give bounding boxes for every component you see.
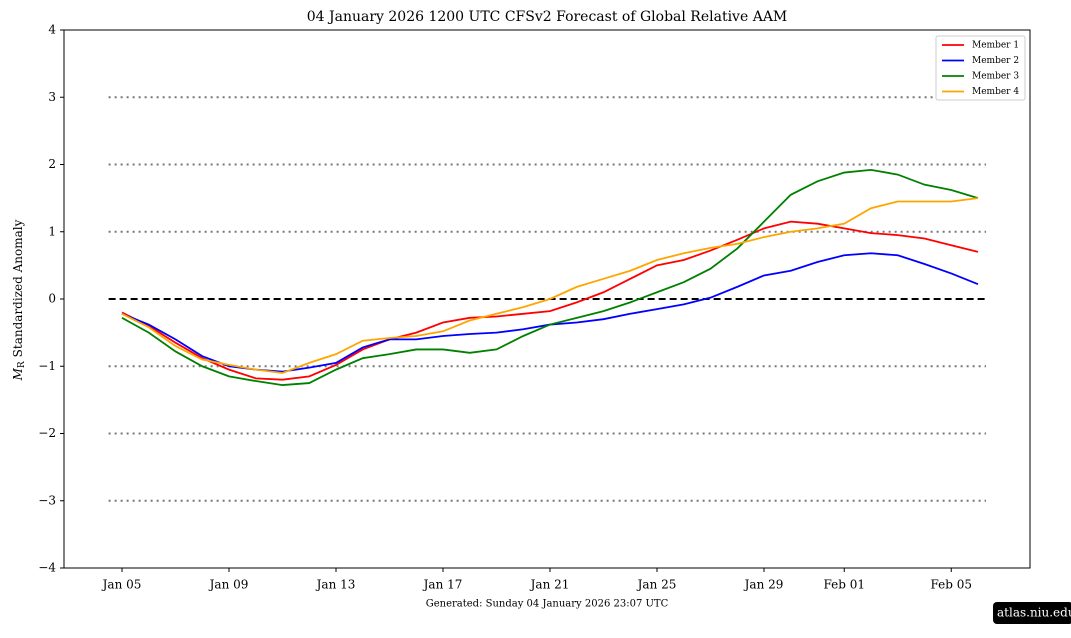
footer: Generated: Sunday 04 January 2026 23:07 … [426, 599, 669, 610]
legend-label: Member 1 [972, 41, 1019, 51]
x-tick-label: Jan 13 [315, 578, 356, 592]
y-tick-label: −1 [38, 359, 56, 373]
legend-label: Member 2 [972, 56, 1019, 66]
y-tick-label: −2 [38, 426, 56, 440]
legend-label: Member 3 [972, 72, 1019, 82]
y-tick-label: 4 [48, 23, 56, 37]
y-label-text: Standardized Anomaly [11, 219, 25, 357]
y-label-symbol: M [11, 367, 25, 381]
y-tick-label: 0 [48, 292, 56, 306]
watermark: atlas.niu.edu [997, 606, 1071, 620]
legend-box [935, 35, 1026, 101]
x-tick-label: Jan 29 [743, 578, 784, 592]
series-line [121, 252, 979, 373]
y-tick-label: 2 [48, 157, 56, 171]
x-tick-label: Jan 21 [529, 578, 570, 592]
chart-title: 04 January 2026 1200 UTC CFSv2 Forecast … [307, 9, 788, 25]
y-tick-label: −4 [38, 561, 56, 575]
y-axis-label: MR Standardized Anomaly [11, 219, 27, 381]
y-label-subscript: R [17, 361, 27, 368]
x-tick-label: Jan 09 [208, 578, 249, 592]
x-tick-label: Feb 05 [930, 578, 972, 592]
y-tick-label: 3 [48, 90, 56, 104]
y-tick-label: −3 [38, 493, 56, 507]
legend-label: Member 4 [972, 87, 1019, 97]
watermark-box [993, 602, 1071, 624]
x-tick-label: Feb 01 [823, 578, 865, 592]
x-tick-label: Jan 25 [636, 578, 677, 592]
series-line [121, 220, 979, 381]
y-tick-label: 1 [48, 224, 56, 238]
series-line [121, 168, 979, 386]
x-tick-label: Jan 05 [101, 578, 142, 592]
series-line [121, 197, 979, 374]
x-tick-label: Jan 17 [422, 578, 463, 592]
